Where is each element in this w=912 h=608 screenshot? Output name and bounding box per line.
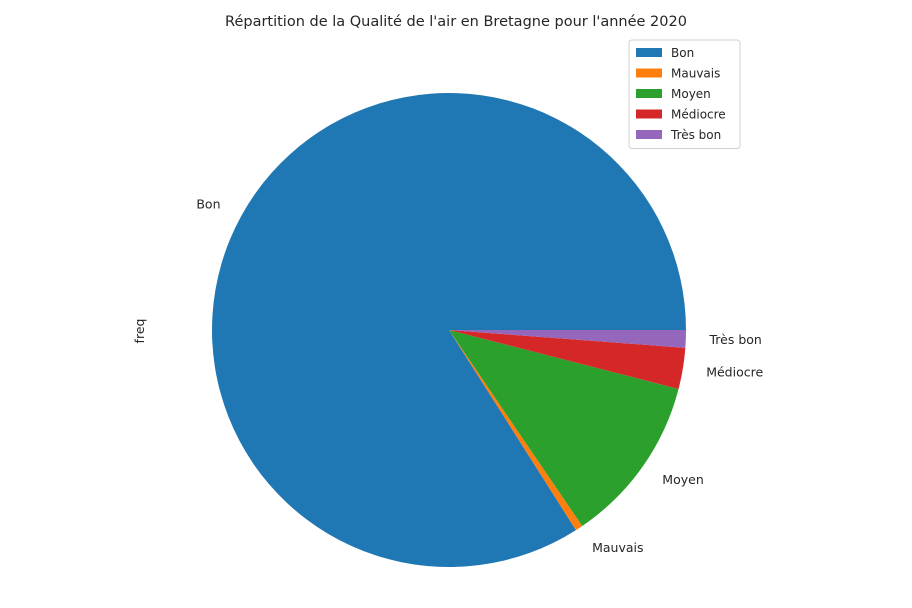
- legend-swatch-moyen: [636, 89, 662, 98]
- pie-slices: [211, 93, 687, 568]
- pie-slice-moyen: [449, 330, 679, 527]
- legend-swatch-mauvais: [636, 68, 662, 78]
- y-axis-label: freq: [132, 319, 147, 344]
- slice-label-moyen: Moyen: [662, 472, 703, 487]
- legend-label-mediocre: Médiocre: [671, 108, 726, 122]
- slice-label-mauvais: Mauvais: [592, 540, 643, 555]
- pie-slice-mauvais: [449, 330, 583, 531]
- pie-slice-labels: Bon Mauvais Moyen Médiocre Très bon: [196, 196, 763, 555]
- legend-label-bon: Bon: [671, 46, 694, 60]
- slice-label-bon: Bon: [196, 196, 220, 211]
- legend-swatch-mediocre: [636, 109, 662, 119]
- slice-label-tres-bon: Très bon: [709, 332, 762, 347]
- slice-label-mediocre: Médiocre: [706, 364, 763, 379]
- legend-label-mauvais: Mauvais: [671, 67, 720, 81]
- legend-frame: [628, 39, 741, 149]
- legend-swatch-tres-bon: [636, 130, 662, 139]
- legend: Bon Mauvais Moyen Médiocre Très bon: [628, 39, 741, 149]
- chart-title: Répartition de la Qualité de l'air en Br…: [225, 14, 687, 30]
- legend-swatch-bon: [636, 48, 662, 57]
- pie-slice-bon: [211, 93, 686, 568]
- legend-label-moyen: Moyen: [671, 87, 711, 101]
- pie-slice-mediocre: [449, 330, 686, 389]
- pie-slice-tres-bon: [449, 330, 687, 348]
- legend-label-tres-bon: Très bon: [670, 128, 721, 142]
